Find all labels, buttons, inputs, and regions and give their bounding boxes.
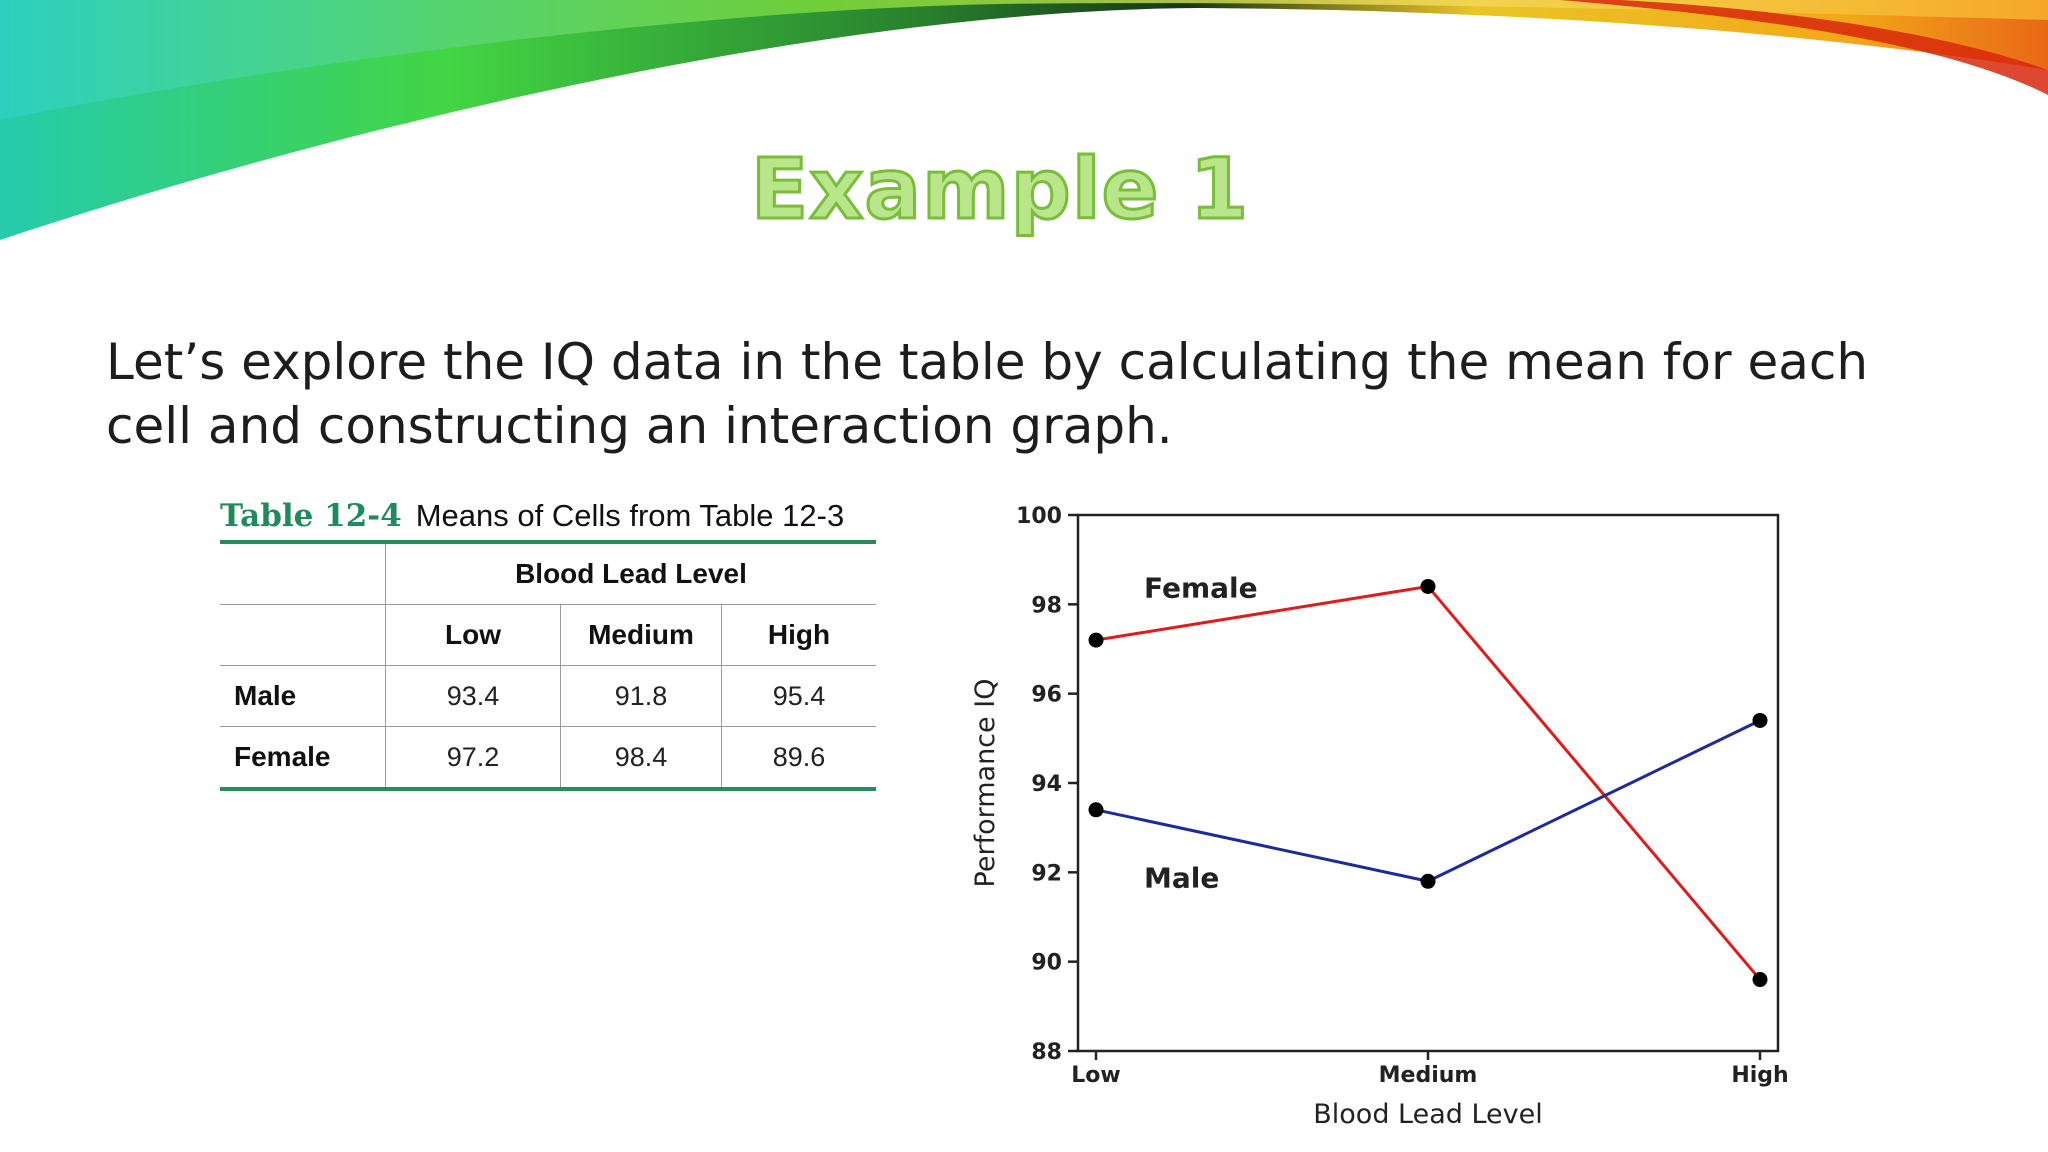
table-row-label: Male	[220, 665, 386, 727]
table-cell: 91.8	[560, 665, 722, 727]
y-tick-label: 100	[1016, 504, 1062, 529]
table-row-label: Female	[234, 741, 331, 772]
data-point-female	[1752, 972, 1768, 988]
x-tick-label: Low	[1071, 1063, 1120, 1088]
table-number: Table 12-4	[220, 498, 402, 534]
body-text: Let’s explore the IQ data in the table b…	[106, 333, 1869, 455]
data-point-female	[1088, 632, 1104, 648]
table-cell: 93.4	[385, 665, 561, 727]
table-caption-text: Means of Cells from Table 12-3	[415, 498, 845, 533]
table-caption: Table 12-4 Means of Cells from Table 12-3	[220, 492, 876, 540]
table-cell: 98.4	[560, 726, 722, 789]
slide-title: Example 1	[749, 139, 1250, 240]
table-cell: 95.4	[721, 665, 876, 727]
table-row: Male 93.4 91.8 95.4	[220, 665, 876, 727]
x-axis-label: Blood Lead Level	[1313, 1099, 1543, 1130]
table-group-header: Blood Lead Level	[385, 542, 876, 605]
table-column-header: Medium	[560, 604, 722, 666]
y-tick-label: 90	[1031, 951, 1062, 976]
decorative-swoosh	[0, 0, 2048, 240]
y-axis-label: Performance IQ	[970, 679, 1001, 888]
table-empty-cell	[220, 542, 386, 605]
series-label-male: Male	[1144, 862, 1219, 895]
table-row: Female 97.2 98.4 89.6	[220, 726, 876, 789]
table-empty-cell	[220, 604, 386, 666]
data-point-male	[1088, 802, 1104, 818]
means-table: Blood Lead Level Low Medium High Male 93…	[220, 540, 876, 791]
y-tick-label: 94	[1031, 772, 1062, 797]
table-column-header: Low	[385, 604, 561, 666]
y-tick-label: 98	[1031, 593, 1062, 618]
y-tick-label: 92	[1031, 861, 1062, 886]
data-point-male	[1752, 712, 1768, 728]
data-point-male	[1420, 873, 1436, 889]
table-column-header: High	[721, 604, 876, 666]
series-line-male	[1095, 719, 1761, 883]
means-table-block: Table 12-4 Means of Cells from Table 12-3…	[220, 492, 876, 791]
table-cell: 97.2	[385, 726, 561, 789]
y-tick-label: 88	[1031, 1040, 1062, 1065]
series-label-female: Female	[1144, 571, 1258, 604]
x-tick-label: Medium	[1379, 1063, 1478, 1088]
interaction-chart: 88 90 92 94 96 98 100 Low Medium High Female Male…	[970, 504, 1789, 1130]
y-tick-label: 96	[1031, 683, 1062, 708]
data-point-female	[1420, 578, 1436, 594]
table-cell: 89.6	[721, 726, 876, 789]
series-line-female	[1095, 584, 1762, 981]
x-tick-label: High	[1731, 1063, 1788, 1088]
